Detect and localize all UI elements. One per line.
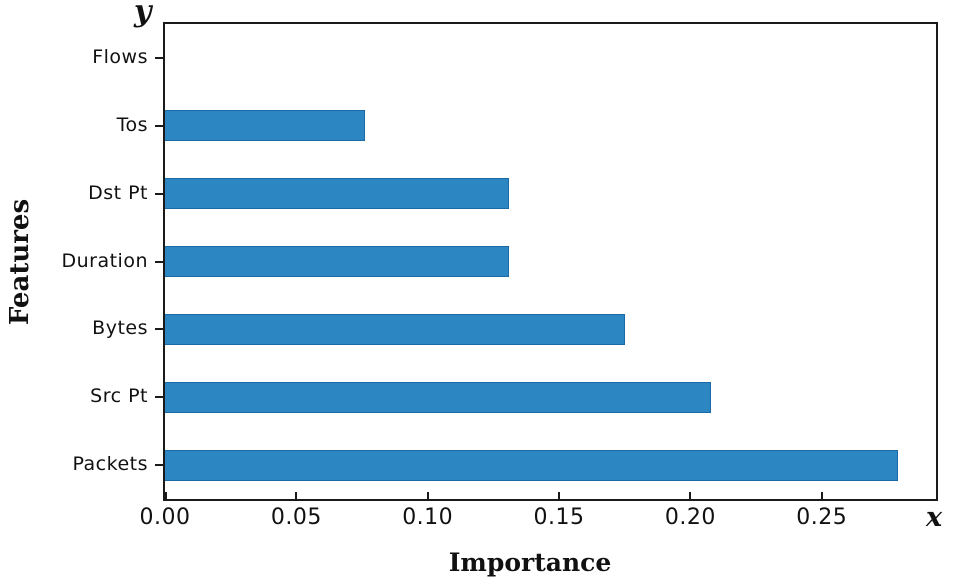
bar-src-pt — [165, 381, 712, 413]
y-axis-letter: y — [134, 0, 152, 29]
y-tick-mark-bytes — [155, 328, 163, 331]
y-tick-mark-src-pt — [155, 396, 163, 399]
category-label-src-pt: Src Pt — [90, 385, 148, 408]
plot-area — [163, 22, 938, 501]
y-tick-mark-duration — [155, 260, 163, 263]
x-tick-label-0.20: 0.20 — [664, 505, 716, 530]
bar-bytes — [165, 313, 625, 345]
x-tick-mark-0.00 — [165, 492, 167, 499]
x-tick-label-0.05: 0.05 — [270, 505, 322, 530]
bar-packets — [165, 449, 898, 481]
y-tick-mark-packets — [155, 464, 163, 467]
x-axis-title: Importance — [448, 548, 612, 577]
category-label-packets: Packets — [72, 453, 148, 476]
x-tick-mark-0.05 — [295, 492, 298, 499]
y-tick-mark-tos — [155, 124, 163, 127]
bar-dst-pt — [165, 178, 510, 210]
y-tick-mark-dst-pt — [155, 192, 163, 195]
category-label-bytes: Bytes — [92, 317, 148, 340]
x-tick-label-0.15: 0.15 — [533, 505, 585, 530]
x-tick-mark-0.25 — [820, 492, 823, 499]
x-tick-mark-0.15 — [558, 492, 561, 499]
x-axis-letter: x — [926, 502, 943, 533]
x-tick-mark-0.10 — [426, 492, 429, 499]
x-tick-mark-0.20 — [689, 492, 692, 499]
x-tick-label-0.25: 0.25 — [796, 505, 848, 530]
y-tick-mark-flows — [155, 56, 163, 59]
x-tick-label-0.00: 0.00 — [139, 505, 191, 530]
bar-tos — [165, 110, 365, 142]
bar-duration — [165, 246, 510, 277]
category-label-flows: Flows — [92, 45, 148, 68]
category-label-duration: Duration — [61, 249, 148, 272]
x-tick-label-0.10: 0.10 — [402, 505, 454, 530]
category-label-dst-pt: Dst Pt — [88, 181, 148, 204]
category-label-tos: Tos — [116, 113, 148, 136]
